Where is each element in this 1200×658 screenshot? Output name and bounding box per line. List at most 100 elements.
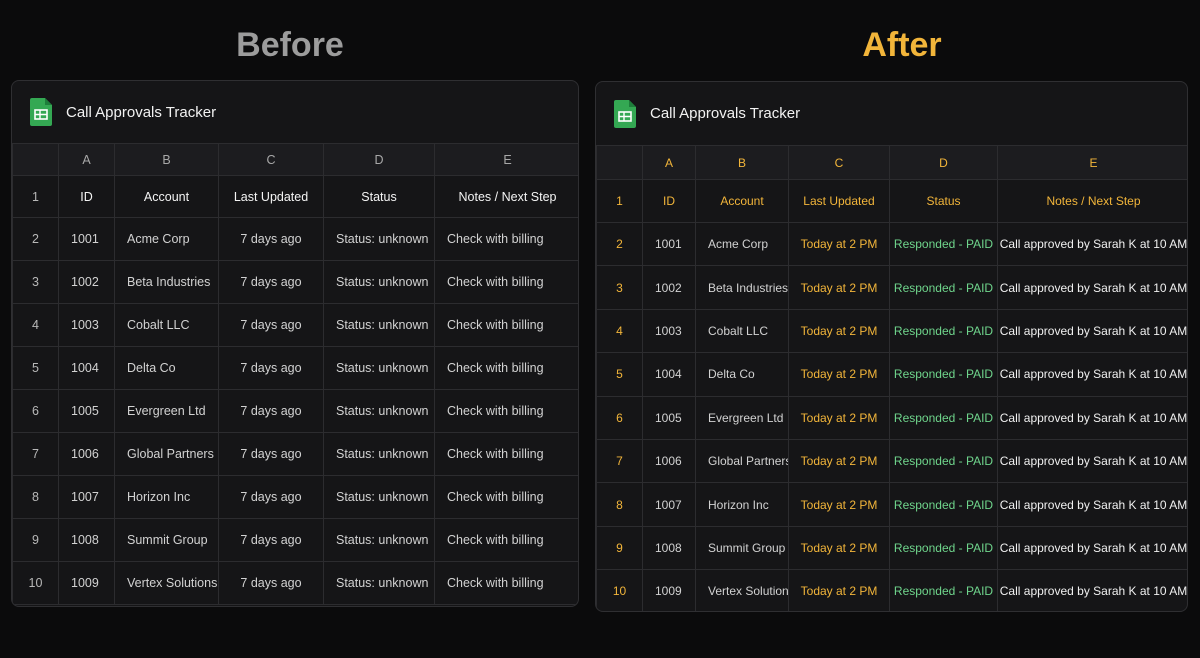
cell: Today at 2 PM — [788, 482, 890, 527]
header-cell: Account — [114, 175, 219, 218]
row-number: 5 — [12, 346, 59, 390]
cell: 1006 — [58, 432, 115, 476]
cell: Summit Group — [114, 518, 219, 562]
cell: Today at 2 PM — [788, 308, 890, 354]
cell: Acme Corp — [114, 217, 219, 261]
cell: Responded - PAID — [889, 525, 998, 571]
row-number: 8 — [12, 475, 59, 519]
data-row: 9 1008 Summit Group Today at 2 PM Responded … — [596, 525, 1187, 571]
column-letter: D — [889, 145, 998, 180]
sheets-icon — [30, 98, 52, 126]
cell: 7 days ago — [218, 518, 324, 562]
column-letter: E — [434, 143, 578, 176]
data-row: 2 1001 Acme Corp 7 days ago Status: unknown C… — [12, 217, 578, 261]
heading: Before — [236, 26, 344, 64]
cell: Responded - PAID — [889, 569, 998, 611]
cell: Call approved by Sarah K at 10 AM — [997, 482, 1187, 527]
cell: Responded - PAID — [889, 352, 998, 397]
row-number: 5 — [596, 352, 643, 397]
data-row: 8 1007 Horizon Inc 7 days ago Status: unknow… — [12, 475, 578, 519]
cell: Cobalt LLC — [114, 303, 219, 347]
column-letter: B — [695, 145, 789, 180]
cell: 1004 — [642, 352, 696, 397]
cell: Responded - PAID — [889, 265, 998, 310]
cell: 1009 — [642, 569, 696, 611]
sheet-panel: Call Approvals Tracker A B C D E 1 ID Account La… — [11, 80, 579, 607]
cell: Status: unknown — [323, 432, 435, 476]
column-letter: C — [788, 145, 890, 180]
cell: Check with billing — [434, 389, 578, 433]
data-row: 8 1007 Horizon Inc Today at 2 PM Responded -… — [596, 482, 1187, 527]
cell: Today at 2 PM — [788, 525, 890, 571]
cell: Responded - PAID — [889, 482, 998, 527]
data-row: 9 1008 Summit Group 7 days ago Status: unkno… — [12, 518, 578, 562]
cell: 1005 — [642, 395, 696, 440]
title-bar: Call Approvals Tracker — [12, 81, 578, 143]
cell: Call approved by Sarah K at 10 AM — [997, 221, 1187, 267]
cell: 7 days ago — [218, 561, 324, 605]
cell: Delta Co — [114, 346, 219, 390]
sheet-table: A B C D E 1 ID Account Last Updated Status Notes /… — [12, 143, 578, 605]
cell: Global Partners — [114, 432, 219, 476]
cell: Responded - PAID — [889, 308, 998, 354]
header-cell: Notes / Next Step — [434, 175, 578, 218]
cell: 7 days ago — [218, 346, 324, 390]
cell: 1001 — [58, 217, 115, 261]
cell: Responded - PAID — [889, 221, 998, 267]
cell: 1007 — [58, 475, 115, 519]
row-number: 10 — [596, 569, 643, 611]
corner-cell — [596, 145, 643, 180]
cell: 1003 — [642, 308, 696, 354]
cell: 7 days ago — [218, 260, 324, 304]
sheet-panel: Call Approvals Tracker A B C D E 1 ID Account La… — [595, 81, 1188, 612]
header-cell: Notes / Next Step — [997, 179, 1187, 223]
cell: Beta Industries — [114, 260, 219, 304]
cell: 7 days ago — [218, 303, 324, 347]
header-row: 1 ID Account Last Updated Status Notes / Next… — [12, 175, 578, 218]
cell: Status: unknown — [323, 303, 435, 347]
cell: Responded - PAID — [889, 395, 998, 440]
row-number: 6 — [596, 395, 643, 440]
cell: Status: unknown — [323, 260, 435, 304]
data-row: 6 1005 Evergreen Ltd 7 days ago Status: unkn… — [12, 389, 578, 433]
title-bar: Call Approvals Tracker — [596, 82, 1187, 145]
cell: Call approved by Sarah K at 10 AM — [997, 525, 1187, 571]
cell: Evergreen Ltd — [114, 389, 219, 433]
data-row: 7 1006 Global Partners 7 days ago Status: un… — [12, 432, 578, 476]
row-number: 9 — [12, 518, 59, 562]
heading: After — [862, 26, 942, 64]
cell: Beta Industries — [695, 265, 789, 310]
cell: 1008 — [642, 525, 696, 571]
cell: Responded - PAID — [889, 438, 998, 484]
cell: Delta Co — [695, 352, 789, 397]
cell: 1002 — [642, 265, 696, 310]
row-number: 1 — [596, 179, 643, 223]
cell: Summit Group — [695, 525, 789, 571]
cell: Check with billing — [434, 260, 578, 304]
cell: Call approved by Sarah K at 10 AM — [997, 438, 1187, 484]
cell: Horizon Inc — [114, 475, 219, 519]
sheet-title: Call Approvals Tracker — [650, 105, 801, 122]
cell: Check with billing — [434, 303, 578, 347]
cell: 1001 — [642, 221, 696, 267]
sheet-table: A B C D E 1 ID Account Last Updated Status Notes /… — [596, 145, 1187, 611]
row-number: 8 — [596, 482, 643, 527]
row-number: 4 — [12, 303, 59, 347]
cell: Check with billing — [434, 432, 578, 476]
cell: Call approved by Sarah K at 10 AM — [997, 395, 1187, 440]
cell: Today at 2 PM — [788, 569, 890, 611]
cell: 1007 — [642, 482, 696, 527]
row-number: 1 — [12, 175, 59, 218]
header-cell: Status — [889, 179, 998, 223]
header-cell: Last Updated — [218, 175, 324, 218]
column-letter: D — [323, 143, 435, 176]
cell: Status: unknown — [323, 217, 435, 261]
cell: Call approved by Sarah K at 10 AM — [997, 308, 1187, 354]
cell: 1003 — [58, 303, 115, 347]
cell: Call approved by Sarah K at 10 AM — [997, 569, 1187, 611]
header-cell: ID — [642, 179, 696, 223]
cell: Today at 2 PM — [788, 352, 890, 397]
row-number: 7 — [596, 438, 643, 484]
cell: Cobalt LLC — [695, 308, 789, 354]
